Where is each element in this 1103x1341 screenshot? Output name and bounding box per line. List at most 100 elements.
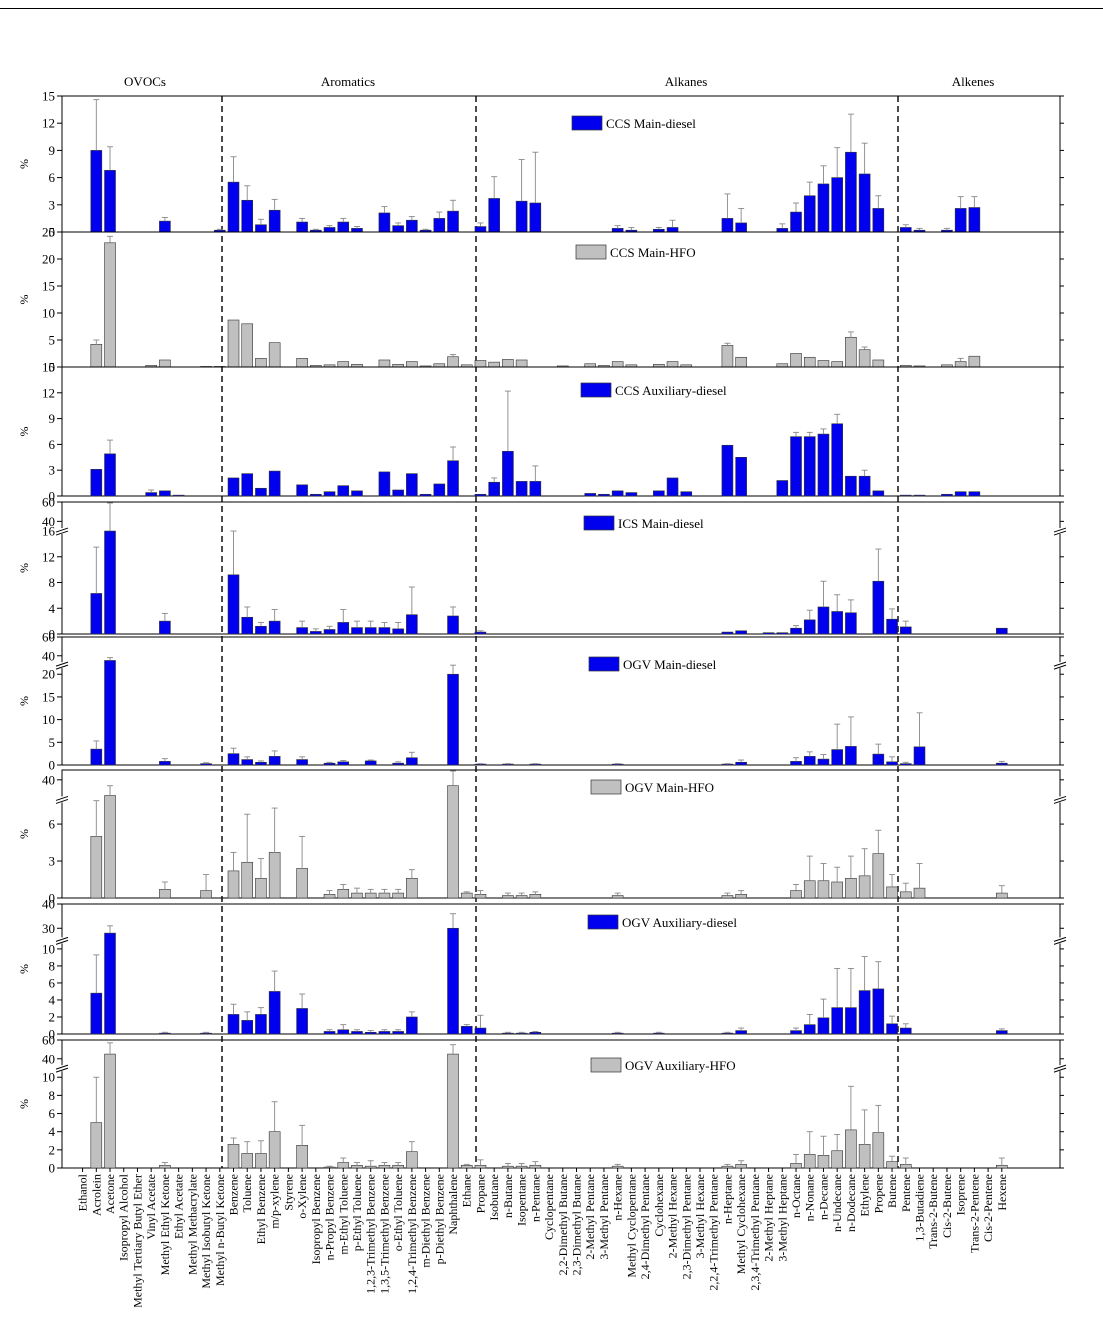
legend-swatch <box>571 115 603 131</box>
bar <box>872 359 885 368</box>
bar <box>735 222 747 233</box>
bar <box>872 580 885 635</box>
bar <box>831 1007 843 1035</box>
bar <box>845 151 857 233</box>
x-tick-label: m-Diethyl Benzene <box>419 1174 433 1268</box>
x-tick-label: Butene <box>885 1174 899 1208</box>
bar <box>996 627 1008 635</box>
bar <box>474 894 487 899</box>
y-tick-label: 8 <box>49 575 56 590</box>
bar <box>803 619 816 635</box>
bar <box>817 433 830 497</box>
bar <box>227 753 240 766</box>
axis-break-mark <box>1053 798 1067 804</box>
axis-break-mark <box>1053 527 1067 533</box>
y-tick-label: 40 <box>42 648 55 663</box>
axis-break-mark <box>1053 936 1067 942</box>
bar <box>159 761 171 766</box>
bar <box>831 1150 843 1169</box>
y-axis-label: % <box>17 427 31 437</box>
x-tick-label: 1,2,3-Trimethyl Benzene <box>364 1174 378 1294</box>
bar <box>872 208 885 233</box>
y-tick-label: 2 <box>49 1009 56 1024</box>
y-tick-label: 30 <box>42 921 55 936</box>
axis-break-mark <box>1053 1067 1067 1073</box>
bar <box>803 756 816 766</box>
bar <box>406 361 418 368</box>
bar <box>515 895 528 899</box>
bar <box>680 491 693 497</box>
x-tick-label: Ethyl Acetate <box>172 1174 186 1239</box>
legend-swatch <box>583 515 615 531</box>
axis-break-mark <box>1053 1064 1067 1070</box>
bar <box>598 493 610 497</box>
bar <box>406 219 418 233</box>
bar <box>159 1164 171 1169</box>
y-tick-label: 60 <box>42 1033 55 1048</box>
bar <box>488 361 500 368</box>
axis-break-gap <box>1054 796 1066 803</box>
panel-frame <box>61 95 1061 233</box>
y-tick-label: 4 <box>49 601 56 616</box>
legend-swatch <box>587 914 619 930</box>
axis-break-mark <box>1053 939 1067 945</box>
bar <box>337 761 350 766</box>
x-tick-label: Methyl Ethyl Ketone <box>158 1174 172 1275</box>
bar <box>323 1031 336 1035</box>
bar <box>803 436 816 497</box>
bar <box>268 756 281 766</box>
bar <box>90 992 103 1035</box>
bar <box>474 763 487 766</box>
bar <box>653 1032 665 1035</box>
x-tick-label: 1,3,5-Trimethyl Benzene <box>377 1174 391 1294</box>
bar <box>790 890 802 899</box>
bar <box>803 356 816 368</box>
bar <box>351 228 363 233</box>
x-tick-label: p-Diethyl Benzene <box>432 1174 446 1264</box>
y-tick-label: 10 <box>42 712 55 727</box>
y-tick-label: 15 <box>42 279 55 294</box>
y-tick-label: 0 <box>49 360 56 375</box>
bar <box>899 494 912 497</box>
bar <box>337 1162 350 1169</box>
bar <box>392 628 404 635</box>
bar <box>227 319 240 368</box>
axis-break-gap <box>1054 528 1066 535</box>
bar <box>406 1016 418 1035</box>
x-tick-label: 2,4-Dimethyl Pentane <box>638 1174 652 1279</box>
legend-label: OGV Auxiliary-HFO <box>625 1058 736 1073</box>
axis-break-gap <box>1054 1065 1066 1072</box>
bar <box>474 1164 487 1169</box>
y-tick-label: 15 <box>42 360 55 375</box>
bar <box>159 490 171 497</box>
bar <box>831 749 843 766</box>
y-tick-label: 0 <box>49 891 56 906</box>
bar <box>831 361 843 368</box>
bar <box>872 490 885 497</box>
bar <box>776 632 789 635</box>
bar <box>227 1144 240 1169</box>
bar <box>790 761 802 766</box>
x-tick-label: 1,3-Butadiene <box>913 1174 927 1242</box>
bar <box>845 612 857 635</box>
bar <box>296 627 308 635</box>
bar <box>515 481 528 497</box>
bar <box>515 1165 528 1169</box>
y-tick-label: 60 <box>42 495 55 510</box>
y-tick-label: 12 <box>42 116 55 131</box>
bar <box>337 221 350 233</box>
axis-break-mark <box>1053 664 1067 670</box>
bar <box>790 1030 802 1035</box>
axis-break-gap <box>1054 662 1066 669</box>
bar <box>625 492 638 497</box>
bar <box>227 1014 240 1035</box>
bar <box>996 1164 1008 1169</box>
y-axis-label: % <box>17 1099 31 1109</box>
bar <box>502 1032 514 1035</box>
x-tick-label: Isobutane <box>487 1174 501 1221</box>
bar <box>611 763 624 766</box>
axis-break-gap <box>56 937 68 944</box>
bar <box>913 746 926 766</box>
bar <box>227 574 240 635</box>
